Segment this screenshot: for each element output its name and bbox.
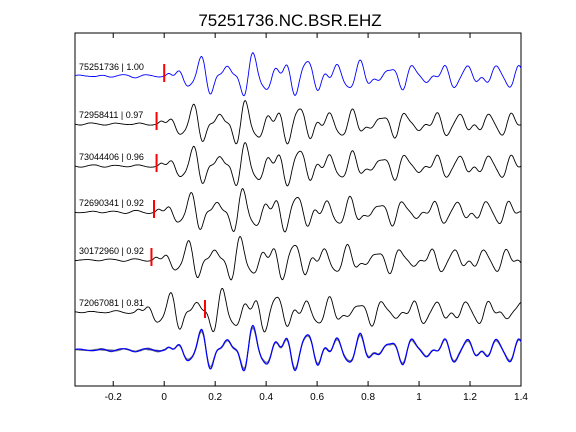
trace-labels: 75251736 | 1.00 72958411 | 0.97 73044406 |… bbox=[79, 62, 144, 308]
trace-30172960 bbox=[75, 236, 522, 281]
x-tick-label: -0.2 bbox=[105, 392, 123, 403]
x-axis-ticks: -0.2 0 0.2 0.4 0.6 0.8 1 1.2 1.4 bbox=[105, 33, 528, 403]
x-tick-label: 1.2 bbox=[463, 392, 477, 403]
trace-72958411 bbox=[74, 100, 522, 145]
stack-reference-trace bbox=[74, 324, 522, 372]
x-tick-label: 0.8 bbox=[361, 392, 375, 403]
chart-title: 75251736.NC.BSR.EHZ bbox=[198, 11, 381, 30]
stacked-traces bbox=[74, 324, 522, 372]
trace-label-72958411: 72958411 | 0.97 bbox=[79, 110, 143, 120]
trace-label-72067081: 72067081 | 0.81 bbox=[79, 298, 144, 308]
trace-72067081 bbox=[74, 287, 522, 333]
x-tick-label: 1.4 bbox=[514, 392, 528, 403]
x-tick-label: 0 bbox=[161, 392, 167, 403]
plot-frame bbox=[74, 32, 522, 387]
x-tick-label: 0.2 bbox=[208, 392, 222, 403]
trace-group bbox=[74, 52, 522, 333]
trace-label-72690341: 72690341 | 0.92 bbox=[79, 198, 144, 208]
x-tick-label: 1 bbox=[416, 392, 422, 403]
trace-label-75251736: 75251736 | 1.00 bbox=[79, 62, 144, 72]
trace-73044406 bbox=[74, 142, 522, 187]
trace-75251736 bbox=[74, 52, 522, 97]
trace-72690341 bbox=[74, 188, 522, 233]
x-tick-label: 0.6 bbox=[310, 392, 324, 403]
trace-label-73044406: 73044406 | 0.96 bbox=[79, 152, 144, 162]
trace-label-30172960: 30172960 | 0.92 bbox=[79, 246, 144, 256]
x-tick-label: 0.4 bbox=[259, 392, 273, 403]
pick-markers bbox=[150, 64, 206, 318]
